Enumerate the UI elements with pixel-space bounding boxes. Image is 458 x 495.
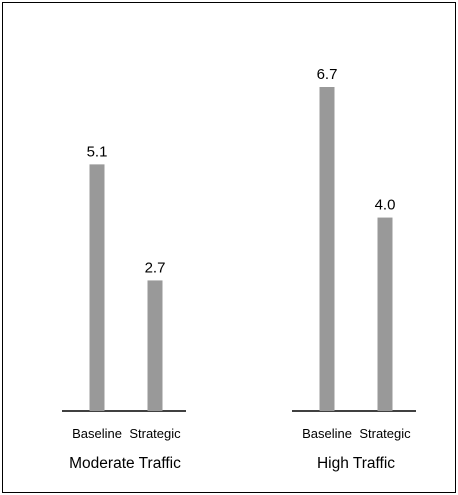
high-traffic-baseline-value-label: 6.7 (317, 66, 338, 83)
high-traffic-strategic-tick-label: Strategic (359, 426, 411, 441)
moderate-traffic-baseline-tick-label: Baseline (72, 426, 122, 441)
high-traffic-group-label: High Traffic (317, 455, 395, 472)
high-traffic-strategic-bar (377, 217, 393, 411)
moderate-traffic-baseline-value-label: 5.1 (87, 143, 108, 160)
high-traffic-baseline-bar (319, 87, 335, 411)
moderate-traffic-strategic-value-label: 2.7 (145, 259, 166, 276)
moderate-traffic-group-label: Moderate Traffic (69, 455, 181, 472)
moderate-traffic-baseline-bar (89, 164, 105, 411)
high-traffic-strategic-value-label: 4.0 (375, 197, 396, 214)
high-traffic-baseline-tick-label: Baseline (302, 426, 352, 441)
moderate-traffic-strategic-tick-label: Strategic (129, 426, 181, 441)
moderate-traffic-strategic-bar (147, 280, 163, 411)
